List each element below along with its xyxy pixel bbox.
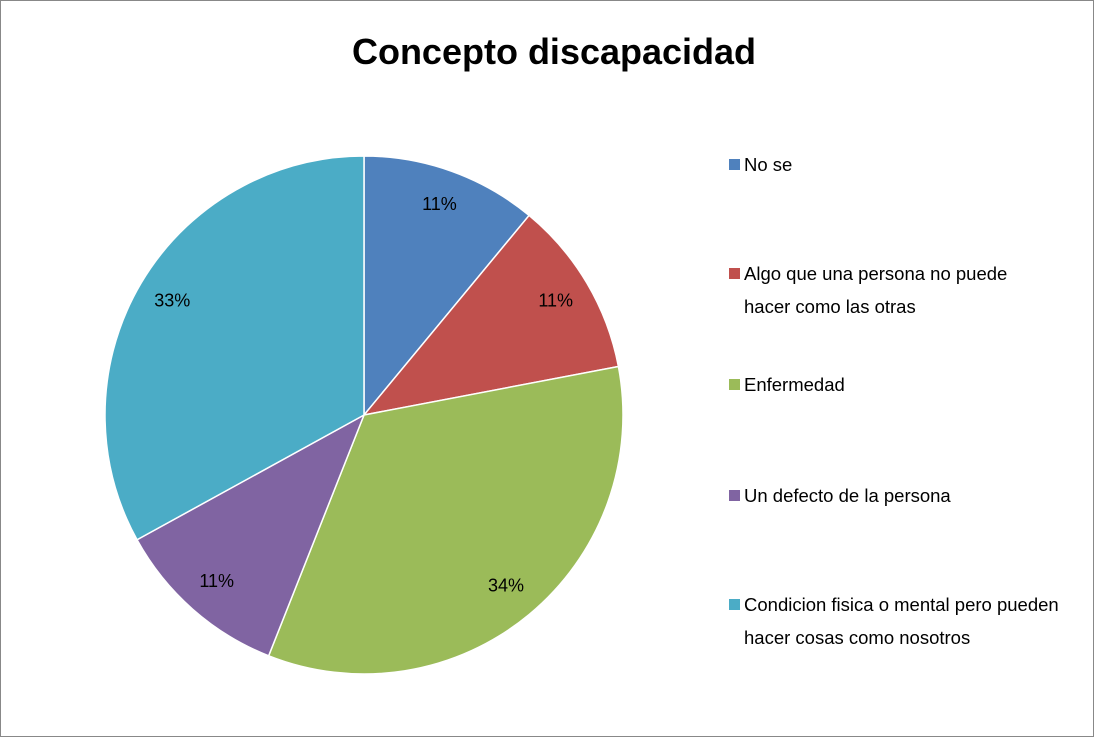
pie-slice	[362, 214, 620, 417]
data-label: 33%	[154, 290, 190, 310]
legend-swatch	[729, 268, 740, 279]
legend-item: Algo que una persona no puede hacer como…	[729, 257, 1079, 323]
chart-title: Concepto discapacidad	[351, 31, 757, 72]
legend-swatch	[729, 490, 740, 501]
data-label: 11%	[422, 194, 457, 214]
pie-slice	[267, 365, 624, 675]
legend-swatch	[729, 599, 740, 610]
legend-swatch	[729, 379, 740, 390]
legend-label: Un defecto de la persona	[744, 485, 951, 506]
legend-item: No se	[729, 148, 1079, 181]
legend-label: Condicion fisica o mental pero pueden ha…	[744, 594, 1059, 648]
pie-slice	[363, 155, 531, 418]
data-label: 34%	[488, 575, 524, 595]
legend-item: Enfermedad	[729, 368, 1079, 401]
data-label: 11%	[538, 290, 573, 310]
pie-slice	[136, 413, 366, 657]
pie-slice	[104, 155, 365, 541]
legend-item: Un defecto de la persona	[729, 479, 1079, 512]
legend-label: Algo que una persona no puede hacer como…	[744, 263, 1008, 317]
legend-label: No se	[744, 154, 793, 175]
legend-label: Enfermedad	[744, 374, 845, 395]
data-label: 11%	[199, 571, 234, 591]
legend-swatch	[729, 159, 740, 170]
legend-item: Condicion fisica o mental pero pueden ha…	[729, 588, 1079, 654]
